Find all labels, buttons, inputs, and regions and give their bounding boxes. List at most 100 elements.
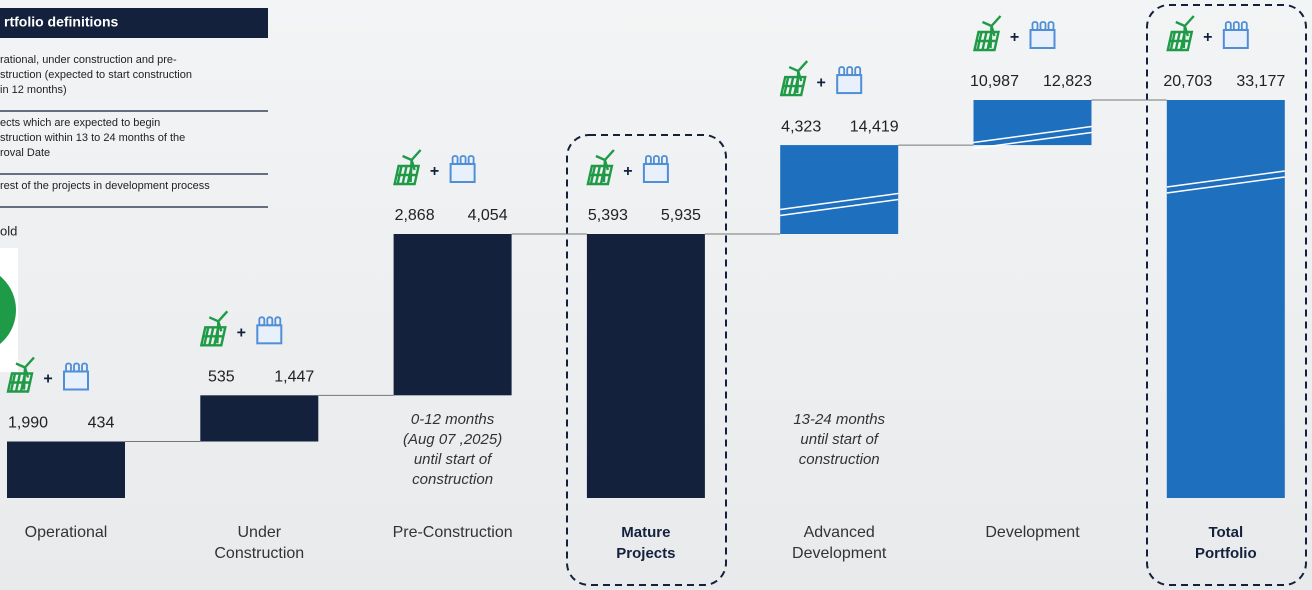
battery-cell: [645, 155, 652, 165]
icon-plus: +: [43, 371, 52, 388]
battery-icon: [256, 324, 283, 345]
x-tick-line: Mature: [621, 524, 670, 541]
icon-plus: +: [1203, 29, 1212, 46]
break-line: [1166, 176, 1285, 194]
solar-icon: [1166, 30, 1194, 52]
x-tick-label: Advanced Development: [792, 524, 887, 562]
x-tick-label: Total Portfolio: [1195, 524, 1257, 562]
panel-text: struction (expected to start constructio…: [0, 69, 192, 81]
break-line: [1166, 170, 1285, 188]
x-tick-line: Pre-Construction: [393, 524, 513, 541]
annotation: 13-24 months: [793, 411, 885, 428]
bar: [586, 234, 705, 498]
x-tick-label: Operational: [25, 524, 108, 541]
battery-cell: [467, 155, 475, 165]
value-label: 20,703: [1163, 73, 1212, 90]
battery-cell: [854, 66, 862, 76]
break-line: [973, 125, 1092, 144]
value-label: 1,447: [274, 369, 314, 386]
solar-icon: [393, 164, 421, 186]
x-tick-label: Mature Projects: [616, 524, 675, 562]
x-tick-line: Projects: [616, 545, 675, 562]
battery-cell: [266, 316, 274, 327]
turbine-icon: [402, 149, 422, 183]
bar: [7, 441, 125, 498]
solar-icon: [6, 372, 34, 393]
value-label: 10,987: [970, 73, 1019, 90]
x-tick-label: Development: [985, 524, 1080, 541]
annotation: construction: [799, 451, 880, 468]
annotation: construction: [412, 471, 493, 488]
icon-group: +: [393, 149, 476, 186]
bar: [973, 100, 1092, 146]
battery-cell: [1047, 21, 1055, 31]
panel-text: ects which are expected to begin: [0, 117, 160, 129]
annotation: 0-12 months: [411, 411, 495, 428]
icon-group: +: [6, 356, 89, 393]
turbine-icon: [595, 149, 615, 183]
annotation: (Aug 07 ,2025): [403, 431, 502, 448]
icon-plus: +: [623, 163, 632, 180]
battery-cell: [653, 155, 660, 165]
break-line: [780, 198, 899, 217]
solar-icon: [779, 75, 807, 97]
value-label: 14,419: [850, 118, 899, 135]
battery-cell: [1224, 21, 1232, 31]
value-label: 535: [208, 369, 235, 386]
battery-icon: [1222, 29, 1249, 49]
x-tick-line: Operational: [25, 524, 108, 541]
battery-cell: [1039, 21, 1047, 31]
value-label: 1,990: [8, 415, 48, 432]
value-label: 4,323: [781, 118, 821, 135]
icon-group: +: [779, 60, 863, 97]
turbine-icon: [208, 310, 229, 344]
panel-title: rtfolio definitions: [4, 14, 119, 30]
battery-cell: [81, 362, 88, 373]
break-line: [780, 192, 899, 211]
turbine-icon: [788, 60, 809, 94]
battery-cell: [661, 155, 668, 165]
turbine-icon: [1175, 15, 1195, 49]
bar: [780, 145, 899, 234]
panel-text: roval Date: [0, 147, 50, 159]
turbine-icon: [15, 356, 35, 390]
icon-group: +: [1166, 15, 1249, 52]
battery-cell: [451, 155, 459, 165]
battery-cell: [846, 66, 854, 76]
value-label: 434: [88, 415, 115, 432]
battery-icon: [1029, 29, 1056, 49]
solar-icon: [199, 326, 227, 347]
legend-label: old: [0, 223, 17, 238]
battery-cell: [258, 316, 266, 327]
battery-icon: [642, 163, 669, 183]
value-label: 4,054: [468, 207, 508, 224]
battery-cell: [274, 316, 282, 327]
icon-plus: +: [237, 325, 246, 342]
panel-header: [0, 8, 268, 38]
x-tick-line: Portfolio: [1195, 545, 1257, 562]
icon-group: +: [973, 15, 1056, 52]
highlight-frame: [566, 134, 727, 586]
panel-text: rest of the projects in development proc…: [0, 180, 210, 192]
x-tick-line: Development: [792, 545, 887, 562]
value-label: 5,935: [661, 207, 701, 224]
panel-text: in 12 months): [0, 84, 67, 96]
bar: [1166, 100, 1285, 498]
annotation: until start of: [800, 431, 879, 448]
x-tick-line: Advanced: [804, 524, 875, 541]
icon-plus: +: [430, 163, 439, 180]
x-tick-line: Development: [985, 524, 1080, 541]
x-tick-label: Under Construction: [214, 524, 304, 562]
battery-cell: [73, 362, 80, 373]
x-tick-label: Pre-Construction: [393, 524, 513, 541]
icon-group: +: [586, 149, 669, 186]
battery-cell: [1031, 21, 1039, 31]
value-label: 33,177: [1236, 73, 1285, 90]
panel-text: struction within 13 to 24 months of the: [0, 132, 185, 144]
panel-text: rational, under construction and pre-: [0, 54, 177, 66]
battery-icon: [63, 370, 89, 391]
value-label: 5,393: [588, 207, 628, 224]
value-label: 2,868: [395, 207, 435, 224]
legend-circle: [0, 276, 16, 344]
